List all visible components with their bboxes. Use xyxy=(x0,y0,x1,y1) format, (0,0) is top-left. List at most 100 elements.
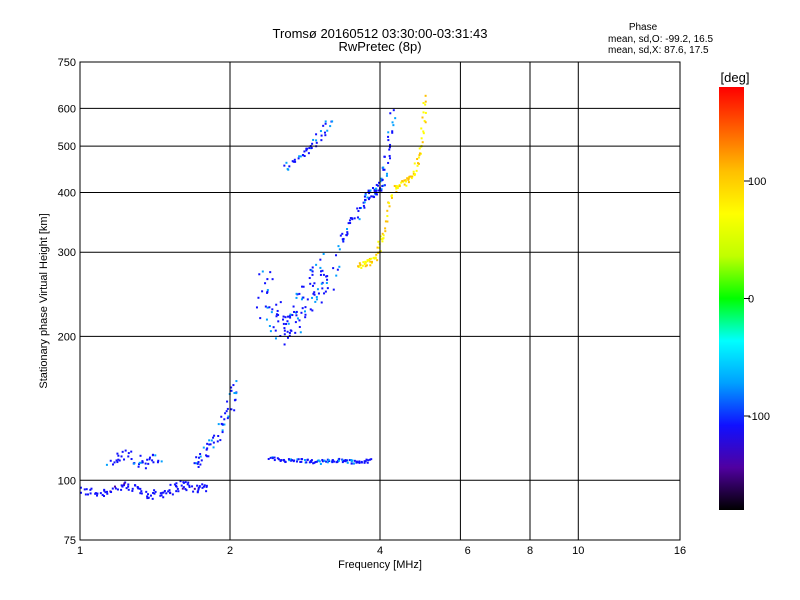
echo-point xyxy=(346,228,349,231)
echo-point xyxy=(148,456,151,459)
echo-point xyxy=(360,266,363,269)
echo-point xyxy=(90,487,93,490)
echo-point xyxy=(387,139,390,142)
echo-point xyxy=(173,483,176,486)
echo-point xyxy=(261,290,264,293)
echo-point xyxy=(326,287,329,290)
echo-point xyxy=(376,246,379,249)
echo-point xyxy=(321,458,324,461)
echo-point xyxy=(153,489,156,492)
echo-point xyxy=(421,116,424,119)
echo-point xyxy=(130,450,133,453)
echo-point xyxy=(344,459,347,462)
echo-point xyxy=(325,460,328,463)
echo-point xyxy=(257,296,260,299)
echo-point xyxy=(310,146,313,149)
y-axis-label: Stationary phase Virtual Height [km] xyxy=(38,213,50,388)
echo-point xyxy=(300,298,303,301)
echo-point xyxy=(350,462,353,465)
y-tick-label: 75 xyxy=(64,535,76,547)
echo-point xyxy=(375,183,378,186)
echo-point xyxy=(266,289,269,292)
echo-point xyxy=(284,460,287,463)
echo-point xyxy=(319,270,322,273)
echo-point xyxy=(338,457,341,460)
echo-point xyxy=(422,111,425,114)
echo-point xyxy=(295,296,298,299)
echo-point xyxy=(283,327,286,330)
echo-point xyxy=(412,172,415,175)
echo-point xyxy=(277,313,280,316)
echo-point xyxy=(120,455,123,458)
echo-point xyxy=(394,117,397,120)
echo-point xyxy=(342,237,345,240)
echo-point xyxy=(195,456,198,459)
y-tick-label: 300 xyxy=(58,247,76,259)
echo-point xyxy=(315,141,318,144)
echo-point xyxy=(360,206,363,209)
echo-point xyxy=(303,150,306,153)
echo-point xyxy=(378,181,381,184)
echo-point xyxy=(384,227,387,230)
echo-point xyxy=(309,268,312,271)
echo-point xyxy=(127,455,130,458)
echo-point xyxy=(117,458,120,461)
echo-point xyxy=(191,485,194,488)
echo-point xyxy=(311,142,314,145)
echo-point xyxy=(366,259,369,262)
echo-point xyxy=(371,260,374,263)
echo-point xyxy=(226,417,229,420)
echo-point xyxy=(331,459,334,462)
echo-point xyxy=(270,311,273,314)
echo-point xyxy=(366,461,369,464)
echo-point xyxy=(356,207,359,210)
echo-point xyxy=(127,485,130,488)
echo-point xyxy=(407,178,410,181)
echo-point xyxy=(367,189,370,192)
echo-point xyxy=(292,460,295,463)
echo-point xyxy=(344,460,347,463)
echo-point xyxy=(123,482,126,485)
y-tick-label: 600 xyxy=(58,103,76,115)
echo-point xyxy=(83,488,86,491)
echo-point xyxy=(315,139,318,142)
phase-x-stats: mean, sd,X: 87.6, 17.5 xyxy=(608,45,709,56)
echo-point xyxy=(401,180,404,183)
echo-point xyxy=(348,219,351,222)
echo-point xyxy=(378,246,381,249)
x-tick-label: 10 xyxy=(572,545,584,557)
echo-point xyxy=(298,319,301,322)
echo-point xyxy=(395,187,398,190)
echo-point xyxy=(180,484,183,487)
echo-point xyxy=(308,277,311,280)
echo-point xyxy=(326,275,329,278)
y-tick-label: 200 xyxy=(58,331,76,343)
echo-point xyxy=(96,492,99,495)
colorbar-tick-label: 0 xyxy=(748,294,754,306)
echo-point xyxy=(221,429,224,432)
echo-point xyxy=(293,310,296,313)
echo-point xyxy=(413,174,416,177)
echo-point xyxy=(338,248,341,251)
echo-point xyxy=(298,292,301,295)
echo-point xyxy=(412,170,415,173)
echo-point xyxy=(381,240,384,243)
echo-point xyxy=(383,184,386,187)
echo-point xyxy=(271,278,274,281)
echo-point xyxy=(413,162,416,165)
echo-point xyxy=(417,162,420,165)
echo-point xyxy=(416,164,419,167)
echo-point xyxy=(193,487,196,490)
echo-point xyxy=(387,161,390,164)
echo-point xyxy=(308,461,311,464)
echo-point xyxy=(355,461,358,464)
echo-point xyxy=(379,235,382,238)
echo-point xyxy=(127,452,130,455)
echo-point xyxy=(377,240,380,243)
echo-point xyxy=(176,487,179,490)
echo-point xyxy=(368,258,371,261)
echo-point xyxy=(212,441,215,444)
echo-point xyxy=(295,314,298,317)
echo-point xyxy=(303,459,306,462)
echo-point xyxy=(384,220,387,223)
